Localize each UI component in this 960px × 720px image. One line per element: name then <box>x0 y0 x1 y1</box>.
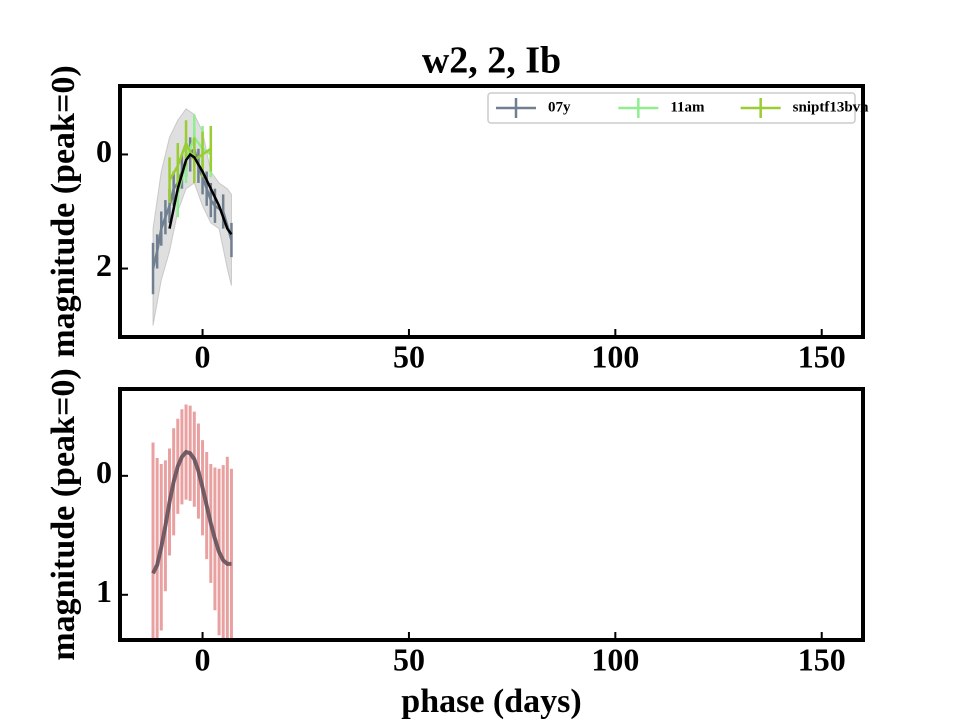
x-tick-label: 0 <box>195 338 211 374</box>
axes-frame <box>118 84 865 339</box>
x-tick-label: 150 <box>798 641 846 677</box>
y-axis-label: magnitude (peak=0) <box>45 368 82 660</box>
y-tick-label: 1 <box>96 573 112 609</box>
plot-area <box>151 404 233 640</box>
x-tick-label: 50 <box>393 338 425 374</box>
legend-label: 11am <box>670 99 705 115</box>
x-tick-label: 0 <box>195 641 211 677</box>
confidence-band <box>152 108 232 326</box>
mean-line <box>168 152 233 236</box>
x-tick-label: 150 <box>798 338 846 374</box>
plot-area <box>151 108 233 326</box>
x-axis-label: phase (days) <box>401 683 581 720</box>
x-tick-label: 100 <box>591 338 639 374</box>
legend-box <box>487 92 856 124</box>
axes-frame <box>118 387 865 642</box>
y-tick-label: 0 <box>96 454 112 490</box>
y-tick-label: 2 <box>96 247 112 283</box>
y-tick-label: 0 <box>96 133 112 169</box>
legend-label: sniptf13bvn <box>793 99 870 115</box>
series-line <box>168 139 212 181</box>
chart-title: w2, 2, Ib <box>422 40 561 82</box>
x-tick-label: 50 <box>393 641 425 677</box>
mean-line <box>151 449 232 575</box>
x-tick-label: 100 <box>591 641 639 677</box>
legend-label: 07y <box>548 99 571 115</box>
y-axis-label: magnitude (peak=0) <box>45 65 82 357</box>
